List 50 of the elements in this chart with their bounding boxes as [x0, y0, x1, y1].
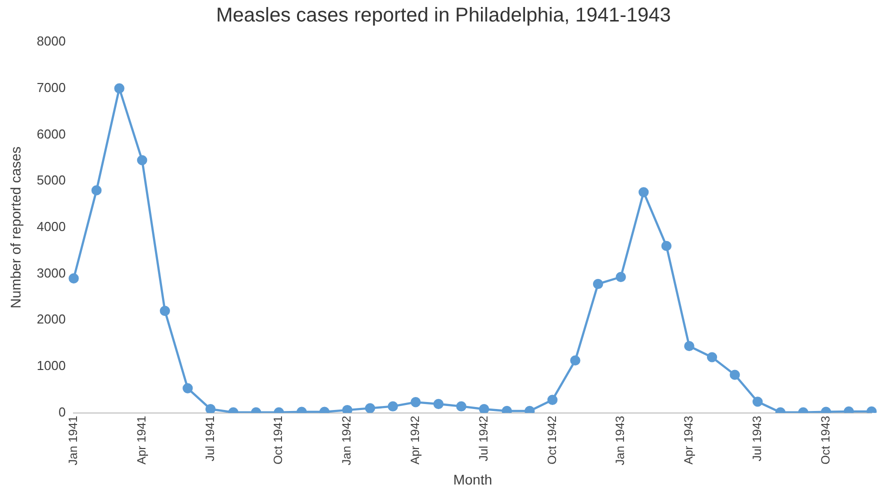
x-tick-label: Jan 1942: [340, 416, 354, 466]
point: [342, 404, 352, 413]
x-tick-label: Jan 1941: [66, 416, 80, 466]
y-tick-label: 7000: [36, 80, 66, 95]
point: [524, 406, 535, 413]
y-tick-label: 2000: [36, 312, 66, 327]
point: [478, 404, 490, 413]
point: [137, 155, 148, 166]
x-axis-title: Month: [453, 471, 492, 488]
point: [433, 398, 444, 410]
point: [410, 397, 421, 408]
x-tick-label: Jul 1943: [750, 416, 764, 462]
x-tick-label: Oct 1941: [271, 416, 286, 465]
point: [182, 383, 193, 394]
point: [730, 370, 740, 380]
point: [752, 396, 763, 407]
point: [388, 401, 398, 412]
x-tick-label: Apr 1941: [134, 415, 148, 465]
x-tick-label: Jul 1941: [202, 416, 217, 462]
x-tick-label: Jan 1943: [613, 416, 628, 466]
y-tick-label: 6000: [36, 126, 66, 142]
point: [160, 306, 170, 316]
point: [364, 403, 376, 413]
point: [547, 394, 558, 405]
x-tick-label: Oct 1943: [818, 416, 832, 465]
y-tick-label: 3000: [36, 265, 66, 280]
y-axis-title: Number of reported cases: [7, 146, 24, 308]
x-tick-label: Apr 1942: [408, 415, 422, 465]
x-tick-label: Jul 1942: [476, 416, 490, 462]
point: [502, 406, 512, 413]
point: [114, 83, 124, 94]
chart-title: Measles cases reported in Philadelphia, 1941-1943: [216, 4, 671, 27]
point: [205, 404, 216, 413]
point: [661, 240, 672, 252]
x-tick-label: Oct 1942: [544, 416, 559, 465]
y-tick-label: 8000: [36, 34, 66, 49]
point: [456, 401, 466, 412]
point: [616, 272, 626, 282]
y-tick-label: 0: [58, 404, 66, 420]
point: [91, 185, 102, 196]
x-tick-label: Apr 1943: [682, 415, 696, 465]
y-tick-label: 4000: [36, 218, 66, 234]
point: [592, 278, 604, 290]
point: [684, 340, 694, 352]
y-tick-label: 1000: [36, 358, 66, 374]
point: [706, 352, 718, 362]
point: [570, 355, 580, 366]
point: [638, 187, 649, 198]
y-tick-label: 5000: [36, 172, 66, 188]
point: [68, 273, 79, 284]
